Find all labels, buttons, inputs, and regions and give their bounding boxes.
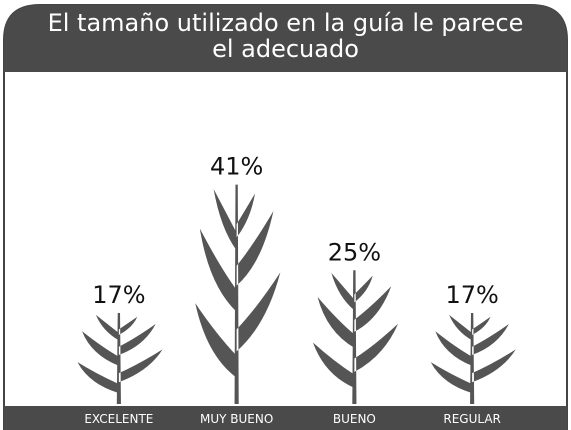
chart-title: El tamaño utilizado en la guía le parece…	[47, 9, 524, 63]
header	[4, 5, 567, 72]
value-label: 17%	[92, 281, 145, 309]
plant	[312, 270, 399, 404]
footer	[4, 406, 567, 430]
plant	[195, 184, 281, 404]
plant	[77, 313, 163, 404]
value-label: 25%	[328, 238, 381, 266]
category-label: MUY BUENO	[200, 412, 273, 426]
category-label: REGULAR	[443, 412, 501, 426]
category-label: EXCELENTE	[84, 412, 153, 426]
category-label: BUENO	[333, 412, 376, 426]
plant	[430, 313, 516, 404]
value-label: 17%	[445, 281, 498, 309]
value-label: 41%	[210, 153, 263, 181]
